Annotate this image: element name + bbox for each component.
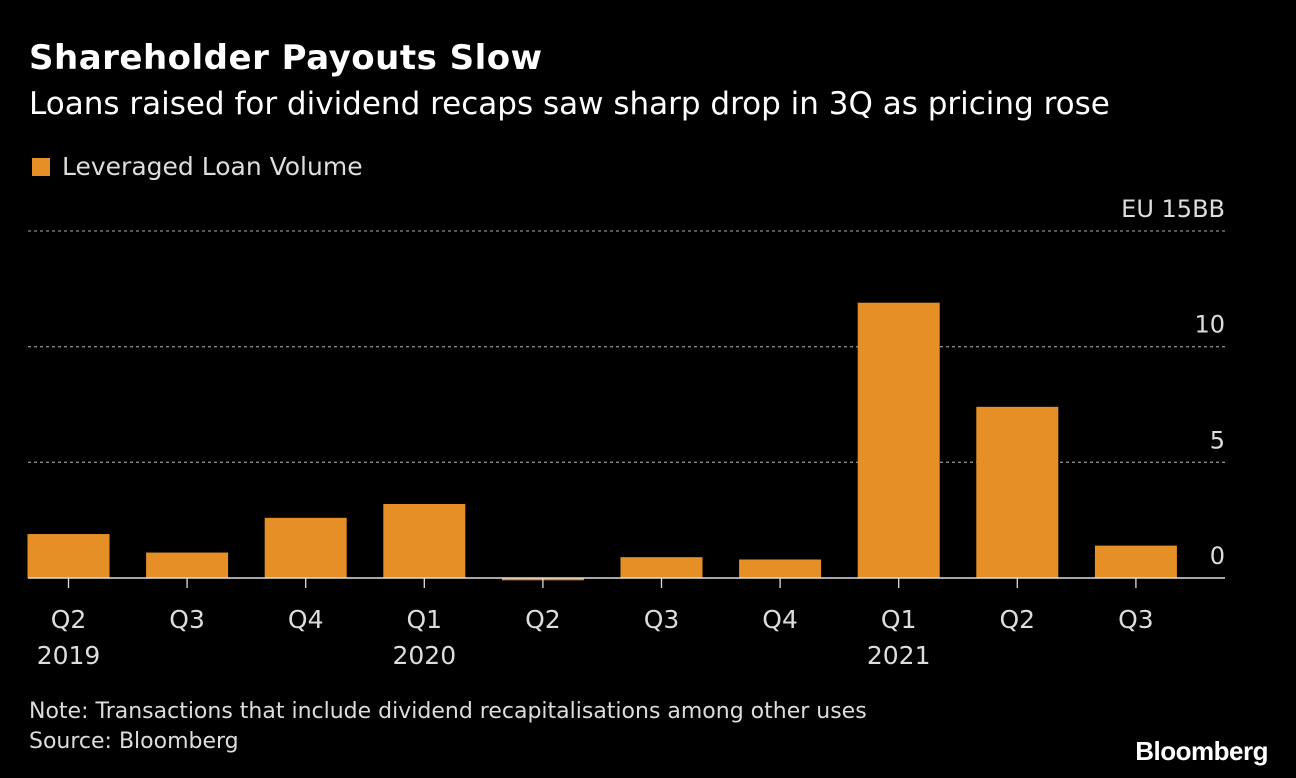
- bar: [383, 503, 466, 578]
- chart-title: Shareholder Payouts Slow: [29, 38, 543, 78]
- bar: [146, 552, 229, 578]
- source-text: Source: Bloomberg: [29, 729, 239, 754]
- bloomberg-logo: Bloomberg: [1135, 736, 1268, 766]
- bar: [739, 559, 822, 578]
- x-tick-label: Q3: [1118, 605, 1154, 634]
- x-year-label: 2019: [37, 641, 101, 670]
- x-year-label: 2021: [867, 641, 931, 670]
- bar: [27, 534, 110, 578]
- legend-label: Leveraged Loan Volume: [62, 152, 363, 181]
- x-tick-label: Q4: [762, 605, 798, 634]
- x-tick-label: Q2: [51, 605, 87, 634]
- x-tick-label: Q1: [407, 605, 443, 634]
- x-tick-label: Q3: [169, 605, 205, 634]
- bar: [976, 406, 1059, 578]
- x-tick-label: Q1: [881, 605, 917, 634]
- x-year-label: 2020: [392, 641, 456, 670]
- x-tick-label: Q3: [644, 605, 680, 634]
- y-tick-label: 0: [1210, 542, 1225, 570]
- legend: Leveraged Loan Volume: [32, 152, 363, 181]
- x-tick-label: Q2: [1000, 605, 1036, 634]
- x-tick-label: Q2: [525, 605, 561, 634]
- y-tick-label: 10: [1194, 311, 1225, 339]
- legend-swatch: [32, 157, 50, 176]
- x-tick-label: Q4: [288, 605, 324, 634]
- chart-subtitle: Loans raised for dividend recaps saw sha…: [29, 86, 1110, 122]
- chart-footnote: Note: Transactions that include dividend…: [29, 697, 867, 757]
- bar: [264, 517, 347, 578]
- bar: [857, 302, 940, 578]
- note-text: Note: Transactions that include dividend…: [29, 699, 867, 724]
- bar: [620, 557, 703, 578]
- bar: [1094, 545, 1177, 578]
- y-tick-label: 5: [1210, 426, 1225, 454]
- y-tick-label: EU 15BB: [1121, 195, 1225, 223]
